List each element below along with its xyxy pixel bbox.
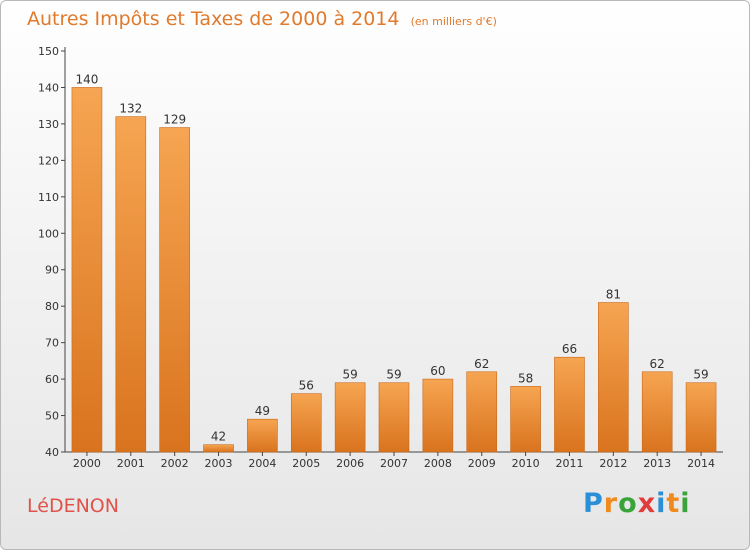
logo-letter: P — [583, 488, 604, 519]
x-tick-label: 2012 — [599, 457, 627, 470]
y-tick-label: 50 — [45, 410, 59, 423]
logo-letter: o — [618, 488, 638, 519]
bar — [378, 382, 410, 453]
y-tick-label: 140 — [38, 81, 59, 94]
x-tick-label: 2010 — [512, 457, 540, 470]
bar — [71, 87, 103, 453]
bar — [685, 382, 717, 453]
bar — [290, 393, 322, 453]
logo-letter: i — [656, 488, 667, 519]
bar-value-label: 59 — [386, 368, 401, 382]
y-tick-label: 110 — [38, 191, 59, 204]
chart-unit-note: (en milliers d'€) — [410, 15, 497, 28]
y-tick-label: 130 — [38, 118, 59, 131]
logo-letter: i — [680, 488, 691, 519]
x-tick-label: 2011 — [555, 457, 583, 470]
x-tick-label: 2004 — [248, 457, 276, 470]
chart-title-block: Autres Impôts et Taxes de 2000 à 2014 (e… — [27, 8, 497, 30]
bar — [203, 444, 234, 453]
bar-value-label: 59 — [342, 368, 357, 382]
x-tick-label: 2008 — [424, 457, 452, 470]
bar — [247, 418, 278, 453]
x-tick-label: 2006 — [336, 457, 364, 470]
bar — [598, 302, 629, 453]
x-tick-label: 2005 — [292, 457, 320, 470]
bar-value-label: 60 — [430, 364, 445, 378]
bar-value-label: 66 — [562, 342, 577, 356]
y-tick-label: 80 — [45, 300, 59, 313]
bar-value-label: 42 — [211, 430, 226, 444]
logo-letter: x — [637, 488, 657, 519]
y-tick-label: 60 — [45, 373, 59, 386]
bar — [115, 116, 147, 453]
bar-value-label: 140 — [75, 72, 98, 86]
bar — [510, 386, 541, 453]
bar — [422, 378, 454, 453]
proxiti-logo: Proxiti — [583, 488, 691, 519]
bar-value-label: 58 — [518, 371, 533, 385]
bar-value-label: 56 — [299, 379, 314, 393]
y-tick-label: 100 — [38, 227, 59, 240]
bar — [554, 356, 585, 453]
x-tick-label: 2000 — [73, 457, 101, 470]
bar-value-label: 49 — [255, 404, 270, 418]
x-tick-label: 2002 — [161, 457, 189, 470]
bar-value-label: 59 — [693, 368, 708, 382]
chart-title: Autres Impôts et Taxes de 2000 à 2014 — [27, 8, 400, 30]
x-tick-label: 2003 — [205, 457, 233, 470]
y-tick-label: 120 — [38, 154, 59, 167]
bar-value-label: 62 — [650, 357, 665, 371]
y-tick-label: 90 — [45, 264, 59, 277]
bar — [466, 371, 498, 453]
x-tick-label: 2014 — [687, 457, 715, 470]
bar-value-label: 81 — [606, 288, 621, 302]
y-tick-label: 40 — [45, 446, 59, 459]
x-tick-label: 2013 — [643, 457, 671, 470]
bar — [159, 127, 190, 453]
bar-value-label: 62 — [474, 357, 489, 371]
x-tick-label: 2007 — [380, 457, 408, 470]
y-tick-label: 150 — [38, 45, 59, 58]
bar — [641, 371, 673, 453]
y-tick-label: 70 — [45, 337, 59, 350]
commune-name: LéDENON — [27, 495, 119, 517]
bar — [334, 382, 366, 453]
logo-letter: t — [666, 488, 681, 519]
bar-value-label: 132 — [119, 102, 142, 116]
bar-value-label: 129 — [163, 113, 186, 127]
x-tick-label: 2009 — [468, 457, 496, 470]
x-tick-label: 2001 — [117, 457, 145, 470]
logo-letter: r — [603, 488, 619, 519]
